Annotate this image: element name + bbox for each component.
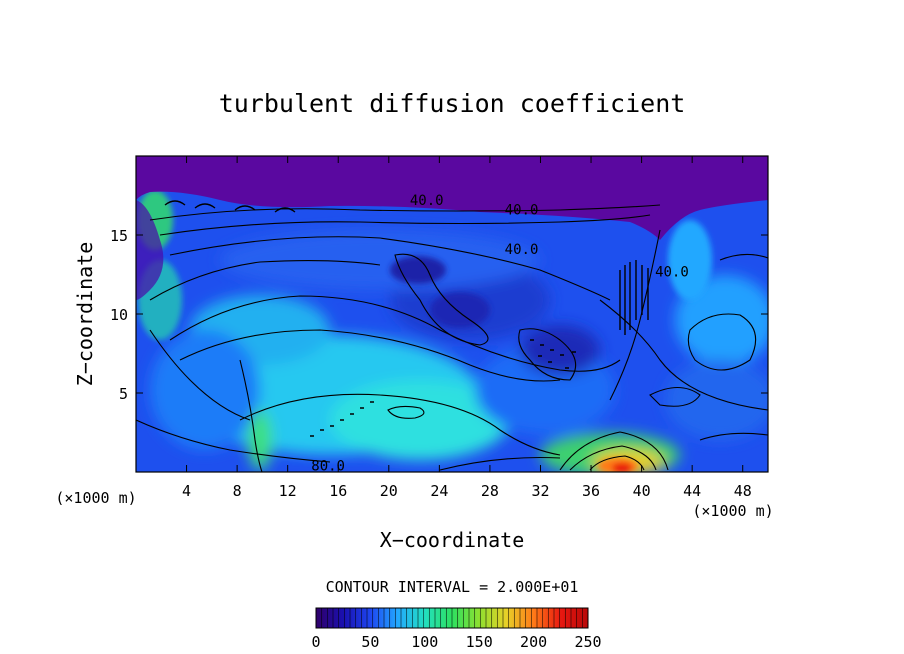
x-tick-label: 12: [279, 482, 297, 500]
y-tick-label: 15: [110, 227, 128, 245]
colorbar-tick-label: 100: [411, 633, 438, 651]
x-tick-label: 4: [182, 482, 191, 500]
contour-label: 40.0: [505, 203, 539, 219]
x-tick-label: 20: [380, 482, 398, 500]
contour-label: 40.0: [505, 242, 539, 258]
contour-label: 80.0: [311, 459, 345, 475]
heatmap-field: [136, 156, 768, 472]
contour-interval-text: CONTOUR INTERVAL = 2.000E+01: [326, 578, 579, 596]
x-tick-label: 44: [683, 482, 701, 500]
colorbar-tick-label: 50: [361, 633, 379, 651]
x-unit-right: (×1000 m): [692, 502, 773, 520]
x-tick-label: 36: [582, 482, 600, 500]
colorbar-tick-label: 200: [520, 633, 547, 651]
x-tick-label: 28: [481, 482, 499, 500]
y-tick-label: 10: [110, 306, 128, 324]
x-tick-label: 40: [633, 482, 651, 500]
x-tick-label: 24: [430, 482, 448, 500]
chart-title: turbulent diffusion coefficient: [219, 89, 686, 118]
x-tick-label: 32: [531, 482, 549, 500]
x-axis-label: X−coordinate: [380, 528, 525, 552]
x-tick-label: 16: [329, 482, 347, 500]
colorbar-tick-label: 0: [311, 633, 320, 651]
y-tick-label: 5: [119, 385, 128, 403]
colorbar-stripes: [321, 608, 583, 628]
x-tick-label: 48: [734, 482, 752, 500]
x-tick-label: 8: [233, 482, 242, 500]
y-axis-label: Z−coordinate: [73, 242, 97, 387]
colorbar-tick-label: 150: [466, 633, 493, 651]
colorbar-tick-label: 250: [574, 633, 601, 651]
contour-label: 40.0: [655, 264, 689, 280]
x-unit-left: (×1000 m): [55, 489, 136, 507]
contour-label: 40.0: [410, 193, 444, 209]
